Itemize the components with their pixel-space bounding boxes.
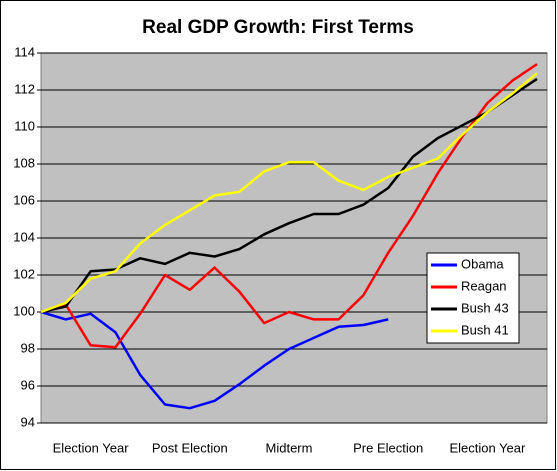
y-tick-label: 102 [13,266,35,281]
x-tick-label: Post Election [152,440,228,455]
legend-label: Obama [461,256,504,271]
legend-box [426,252,520,344]
y-tick-label: 104 [13,229,35,244]
legend-label: Reagan [461,278,507,293]
legend-label: Bush 43 [461,300,509,315]
y-tick-label: 112 [14,81,35,96]
chart-title: Real GDP Growth: First Terms [142,17,414,38]
y-tick-label: 96 [21,377,35,392]
x-tick-label: Midterm [266,440,313,455]
x-tick-label: Election Year [449,440,526,455]
y-tick-label: 94 [21,414,35,429]
y-tick-label: 106 [13,192,35,207]
y-tick-label: 108 [13,155,35,170]
y-tick-label: 114 [14,44,35,59]
series-line [40,77,538,314]
y-tick-label: 110 [14,118,35,133]
series-line [40,63,538,349]
x-tick-label: Pre Election [353,440,423,455]
y-tick-label: 98 [21,340,35,355]
x-tick-label: Election Year [53,440,130,455]
y-tick-label: 100 [13,303,35,318]
legend-label: Bush 41 [461,322,509,337]
series-line [40,310,389,410]
series-line [40,72,538,314]
